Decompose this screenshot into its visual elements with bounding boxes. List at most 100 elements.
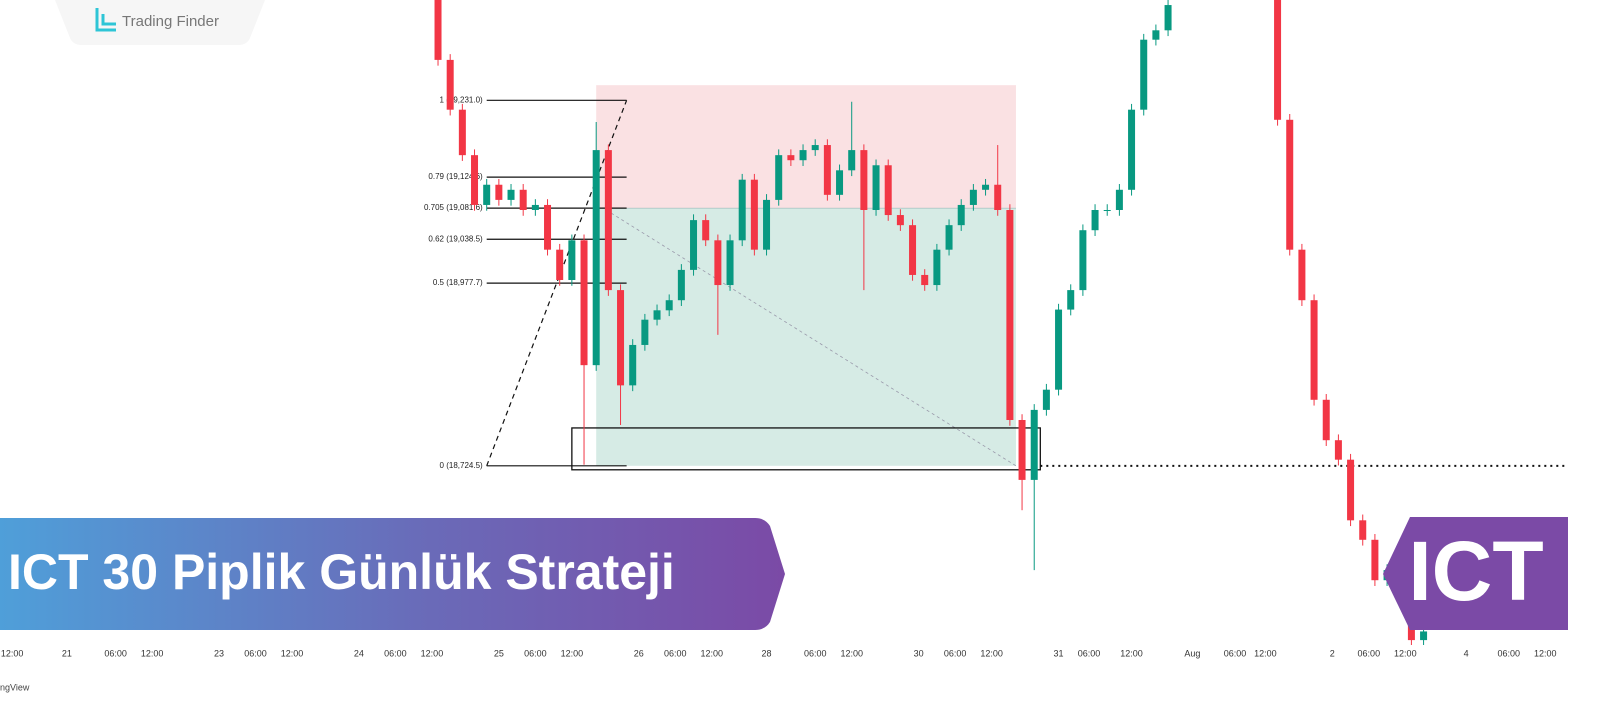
candle-body <box>1030 409 1038 480</box>
candle-body <box>1140 39 1148 110</box>
x-tick-label: 31 <box>1054 648 1064 658</box>
candle-body <box>1334 440 1342 460</box>
candle-body <box>921 274 929 286</box>
x-tick-label: 06:00 <box>1497 648 1520 658</box>
candle-body <box>458 109 466 156</box>
candle-body <box>507 189 515 200</box>
candle-body <box>690 220 698 270</box>
logo-icon <box>95 8 116 32</box>
candle-body <box>446 59 454 110</box>
candle-body <box>714 240 722 286</box>
candle-body <box>775 155 783 200</box>
x-tick-label: 12:00 <box>281 648 304 658</box>
candle-body <box>531 204 539 210</box>
candle-body <box>909 225 917 275</box>
candle-body <box>519 189 527 210</box>
plot-area: 1 (19,231.0) 0.79 (19,124.6) 0.705 (19,081… <box>424 0 1568 645</box>
candle-body <box>1286 119 1294 250</box>
candle-body <box>1371 539 1379 581</box>
x-tick-label: 12:00 <box>701 648 724 658</box>
candle-body <box>750 179 758 250</box>
candle-body <box>1006 210 1014 420</box>
x-tick-label: 26 <box>634 648 644 658</box>
candle-body <box>836 170 844 195</box>
x-tick-label: 06:00 <box>244 648 267 658</box>
candle-body <box>933 249 941 286</box>
x-tick-label: 4 <box>1464 648 1469 658</box>
candle-body <box>641 319 649 345</box>
candle-body <box>1128 109 1136 190</box>
x-tick-label: 12:00 <box>1394 648 1417 658</box>
candle-body <box>1347 459 1355 521</box>
fib-label: 0 (18,724.5) <box>440 461 483 470</box>
candle-body <box>677 269 685 301</box>
candle-body <box>884 165 892 216</box>
candle-body <box>604 150 612 291</box>
candle-body <box>1103 210 1111 211</box>
candle-body <box>1310 300 1318 400</box>
brand: Trading Finder <box>122 13 219 30</box>
fib-label: 0.705 (19,081.6) <box>424 203 483 212</box>
x-tick-label: 25 <box>494 648 504 658</box>
candle-body <box>1359 520 1367 540</box>
candle-body <box>994 184 1002 210</box>
banner-shape <box>0 518 785 630</box>
candle-body <box>823 145 831 195</box>
fib-label: 0.79 (19,124.6) <box>428 172 483 181</box>
candle-body <box>1042 389 1050 410</box>
banner: ICT 30 Piplik Günlük Strateji ICT <box>0 517 1568 630</box>
x-tick-label: 06:00 <box>524 648 547 658</box>
candle-body <box>1322 399 1330 441</box>
x-tick-label: 06:00 <box>1224 648 1247 658</box>
x-tick-label: 06:00 <box>944 648 967 658</box>
candle-body <box>544 204 552 250</box>
candle-body <box>1079 230 1087 291</box>
x-tick-label: 06:00 <box>664 648 687 658</box>
fib-label: 1 (19,231.0) <box>440 95 483 104</box>
candle-body <box>1115 189 1123 210</box>
candle-body <box>1274 0 1282 120</box>
candle-body <box>860 150 868 210</box>
x-tick-label: 2 <box>1330 648 1335 658</box>
candle-body <box>982 184 990 190</box>
x-tick-label: 06:00 <box>1358 648 1381 658</box>
fib-label: 0.62 (19,038.5) <box>428 234 483 243</box>
candle-body <box>738 179 746 241</box>
candle-body <box>580 240 588 366</box>
x-tick-label: 06:00 <box>384 648 407 658</box>
candle-body <box>872 165 880 210</box>
candle-body <box>665 300 673 311</box>
candle-body <box>1067 290 1075 310</box>
x-tick-label: 12:00 <box>1534 648 1557 658</box>
candle-body <box>568 240 576 280</box>
trade-path <box>610 212 1017 467</box>
candle-body <box>629 344 637 386</box>
candle-body <box>811 145 819 151</box>
candle-body <box>896 215 904 226</box>
x-tick-label: 06:00 <box>1078 648 1101 658</box>
x-tick-label: 12:00 <box>421 648 444 658</box>
target-zone <box>596 208 1016 466</box>
candle-body <box>763 199 771 250</box>
logo: Trading Finder <box>55 0 265 45</box>
x-tick-label: 12:00 <box>561 648 584 658</box>
badge: ICT <box>1408 524 1543 618</box>
x-tick-label: 23 <box>214 648 224 658</box>
footer: ngView <box>0 682 30 692</box>
candle-body <box>434 0 442 60</box>
candle-body <box>799 150 807 161</box>
candle-body <box>556 249 564 280</box>
candle-body <box>1298 249 1306 301</box>
x-axis: 12:00 21 06:00 12:00 23 06:00 12:00 2 4 06:00 12:0… <box>1 648 1557 658</box>
x-tick-label: 21 <box>62 648 72 658</box>
fib-label: 0.5 (18,977.7) <box>433 278 483 287</box>
fib-trend <box>486 100 628 467</box>
candle-body <box>945 225 953 250</box>
x-tick-label: 06:00 <box>104 648 127 658</box>
candle-body <box>483 184 491 205</box>
candle-body <box>848 150 856 171</box>
candle-body <box>617 290 625 386</box>
x-tick-label: 12:00 <box>980 648 1003 658</box>
order-block <box>571 427 1041 471</box>
